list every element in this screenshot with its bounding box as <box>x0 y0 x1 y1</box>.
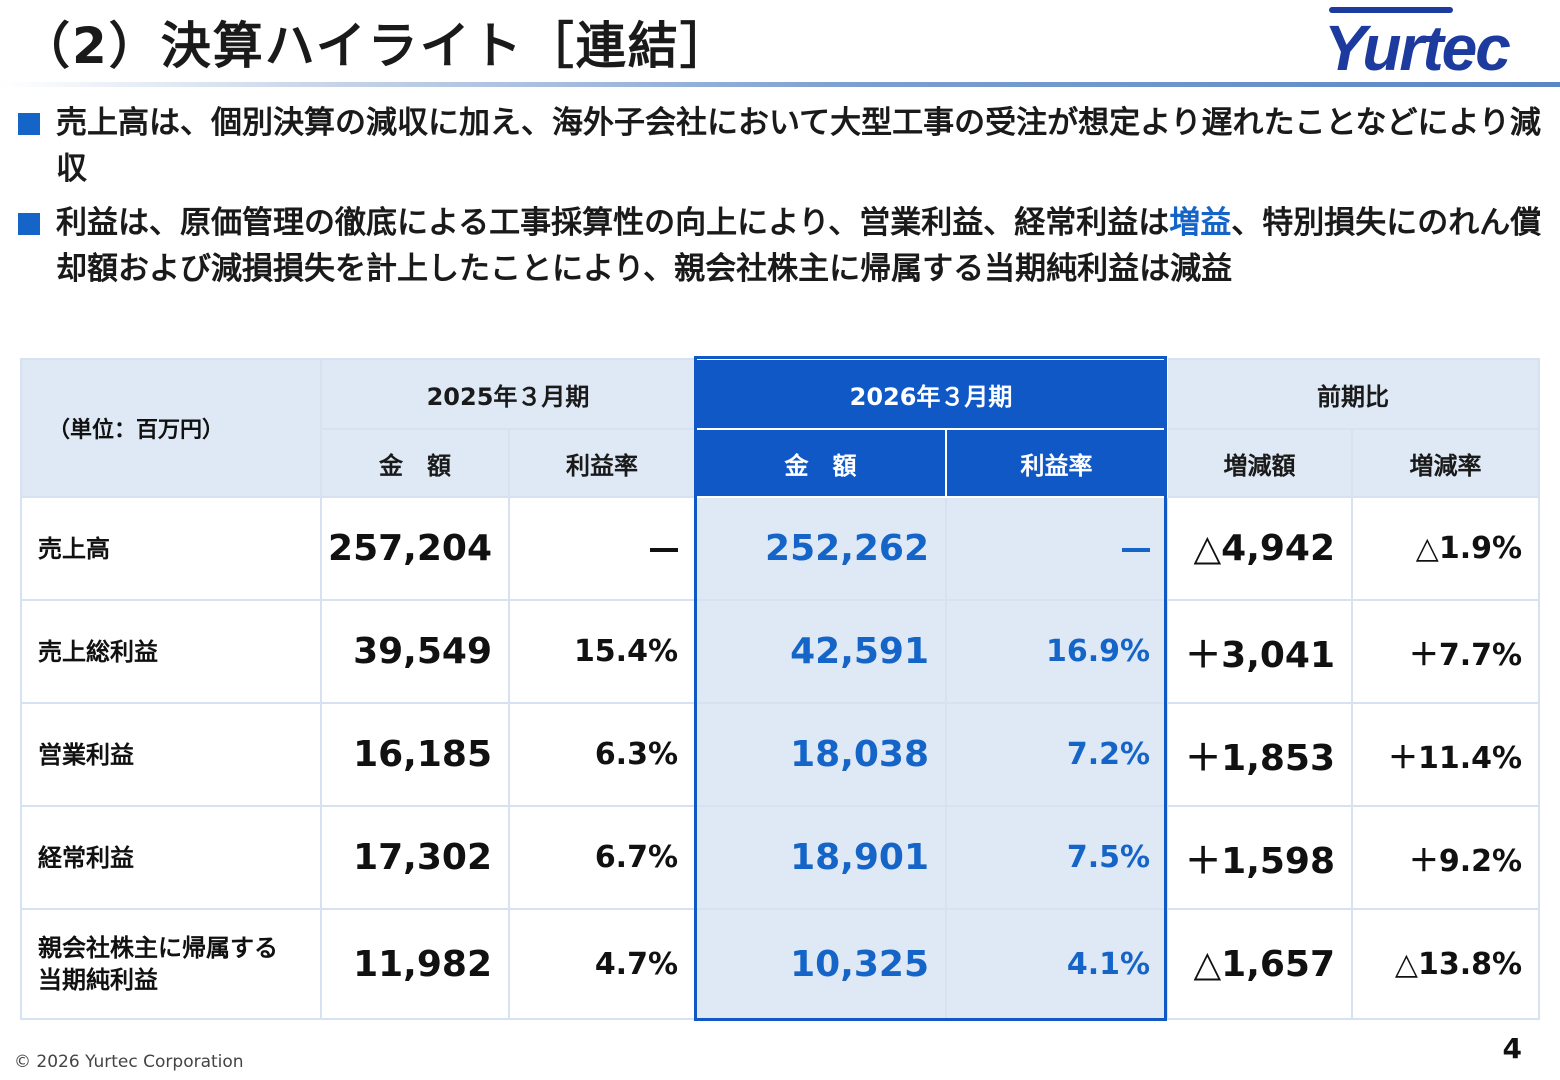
period-curr-header: 2026年３月期 <box>694 358 1169 430</box>
highlights-table: （単位：百万円） 2025年３月期 2026年３月期 前期比 金 額 利益率 金… <box>20 358 1541 1020</box>
dash-mark <box>1122 547 1151 552</box>
change-amount: △4,942 <box>1166 496 1354 601</box>
change-rate: ＋11.4% <box>1351 702 1541 807</box>
prev-margin-dash <box>507 496 697 601</box>
change-amount: △1,657 <box>1166 908 1354 1020</box>
change-rate: ＋9.2% <box>1351 805 1541 910</box>
col-margin-curr: 利益率 <box>945 428 1169 498</box>
table-row: 売上総利益 39,549 15.4% 42,591 16.9% ＋3,041 ＋… <box>20 599 1541 704</box>
curr-amount: 18,901 <box>694 805 948 910</box>
bullet-item: 売上高は、個別決算の減収に加え、海外子会社において大型工事の受注が想定より遅れた… <box>18 100 1548 192</box>
copyright: © 2026 Yurtec Corporation <box>14 1052 244 1072</box>
table-row: 経常利益 17,302 6.7% 18,901 7.5% ＋1,598 ＋9.2… <box>20 805 1541 910</box>
square-bullet-icon <box>18 213 40 235</box>
col-change-rate: 増減率 <box>1351 428 1541 498</box>
curr-amount: 252,262 <box>694 496 948 601</box>
col-change: 増減額 <box>1166 428 1354 498</box>
bullet-text: 、特別損失にのれん償却額および減損損失を計上したことにより、親会社株主に帰属する… <box>56 205 1542 287</box>
curr-margin-dash <box>945 496 1169 601</box>
dash-mark <box>650 547 679 552</box>
change-rate: ＋7.7% <box>1351 599 1541 704</box>
curr-margin: 7.5% <box>945 805 1169 910</box>
curr-amount: 10,325 <box>694 908 948 1020</box>
bullet-list: 売上高は、個別決算の減収に加え、海外子会社において大型工事の受注が想定より遅れた… <box>18 100 1548 300</box>
col-amount-curr: 金 額 <box>694 428 948 498</box>
prev-margin: 6.7% <box>507 805 697 910</box>
compare-header: 前期比 <box>1166 358 1541 430</box>
bullet-item: 利益は、原価管理の徹底による工事採算性の向上により、営業利益、経常利益は増益、特… <box>18 200 1548 292</box>
prev-margin: 6.3% <box>507 702 697 807</box>
col-margin-prev: 利益率 <box>507 428 697 498</box>
prev-amount: 39,549 <box>320 599 510 704</box>
row-label-line1: 親会社株主に帰属する <box>38 934 278 962</box>
row-label: 経常利益 <box>20 805 322 910</box>
prev-margin: 15.4% <box>507 599 697 704</box>
curr-amount: 18,038 <box>694 702 948 807</box>
row-label: 親会社株主に帰属する 当期純利益 <box>20 908 322 1020</box>
table-row: 売上高 257,204 252,262 △4,942 △1.9% <box>20 496 1541 601</box>
col-amount-prev: 金 額 <box>320 428 510 498</box>
curr-amount: 42,591 <box>694 599 948 704</box>
prev-amount: 257,204 <box>320 496 510 601</box>
square-bullet-icon <box>18 113 40 135</box>
change-rate: △1.9% <box>1351 496 1541 601</box>
page-number: 4 <box>1502 1032 1522 1065</box>
unit-label: （単位：百万円） <box>20 358 322 498</box>
title-rule <box>0 82 1560 87</box>
prev-margin: 4.7% <box>507 908 697 1020</box>
period-prev-header: 2025年３月期 <box>319 358 697 430</box>
curr-margin: 7.2% <box>945 702 1169 807</box>
row-label: 売上高 <box>20 496 322 601</box>
row-label: 売上総利益 <box>20 599 322 704</box>
table-row: 営業利益 16,185 6.3% 18,038 7.2% ＋1,853 ＋11.… <box>20 702 1541 807</box>
bullet-text: 売上高は、個別決算の減収に加え、海外子会社において大型工事の受注が想定より遅れた… <box>56 105 1541 187</box>
prev-amount: 16,185 <box>320 702 510 807</box>
curr-margin: 16.9% <box>945 599 1169 704</box>
svg-text:Yurtec: Yurtec <box>1324 12 1510 78</box>
change-amount: ＋1,598 <box>1166 805 1354 910</box>
row-label: 営業利益 <box>20 702 322 807</box>
slide-title: （2）決算ハイライト［連結］ <box>20 17 732 75</box>
bullet-text: 利益は、原価管理の徹底による工事採算性の向上により、営業利益、経常利益は <box>56 205 1170 241</box>
prev-amount: 11,982 <box>320 908 510 1020</box>
bullet-highlight: 増益 <box>1169 205 1232 241</box>
change-rate: △13.8% <box>1351 908 1541 1020</box>
prev-amount: 17,302 <box>320 805 510 910</box>
curr-margin: 4.1% <box>945 908 1169 1020</box>
change-amount: ＋3,041 <box>1166 599 1354 704</box>
table-row: 親会社株主に帰属する 当期純利益 11,982 4.7% 10,325 4.1%… <box>20 908 1541 1020</box>
change-amount: ＋1,853 <box>1166 702 1354 807</box>
row-label-line2: 当期純利益 <box>38 966 158 994</box>
yurtec-logo: Yurtec <box>1324 7 1512 78</box>
